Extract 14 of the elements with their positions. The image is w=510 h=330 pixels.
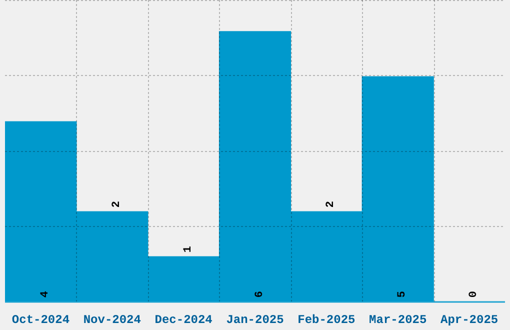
x-tick-label: Jan-2025 [226, 312, 284, 327]
data-label: 4 [39, 290, 52, 298]
x-tick-label: Nov-2024 [83, 312, 141, 327]
data-label: 5 [396, 290, 409, 298]
data-label: 0 [468, 290, 480, 298]
x-tick-label: Feb-2025 [298, 312, 356, 327]
x-tick-label: Apr-2025 [440, 312, 498, 327]
data-label: 1 [182, 246, 194, 253]
x-tick-label: Oct-2024 [12, 312, 70, 327]
x-tick-label: Mar-2025 [369, 312, 427, 327]
data-label: 6 [254, 290, 266, 298]
data-label: 2 [325, 200, 338, 208]
data-label: 2 [110, 200, 123, 208]
x-tick-label: Dec-2024 [154, 312, 212, 327]
